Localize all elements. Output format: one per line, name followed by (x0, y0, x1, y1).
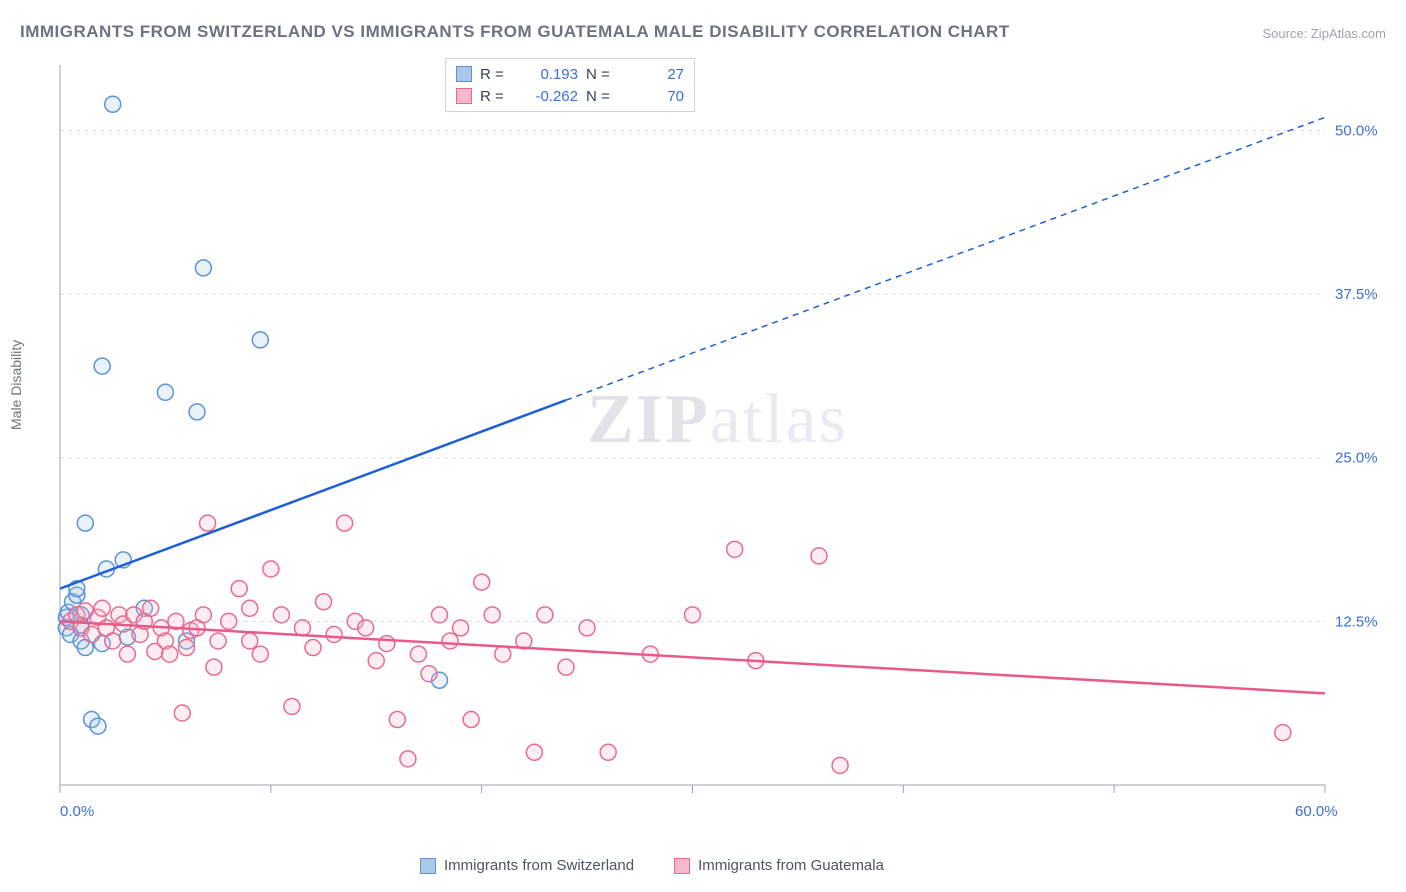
n-value-switzerland: 27 (624, 66, 684, 83)
x-axis-max-label: 60.0% (1295, 803, 1338, 820)
r-value-switzerland: 0.193 (518, 66, 578, 83)
source-prefix: Source: (1262, 26, 1310, 41)
plot-area: 12.5%25.0%37.5%50.0% ZIPatlas (50, 55, 1385, 815)
x-axis-min-label: 0.0% (60, 803, 94, 820)
legend-label-guatemala: Immigrants from Guatemala (698, 857, 884, 874)
legend-label-switzerland: Immigrants from Switzerland (444, 857, 634, 874)
chart-title: IMMIGRANTS FROM SWITZERLAND VS IMMIGRANT… (20, 22, 1010, 42)
n-value-guatemala: 70 (624, 88, 684, 105)
svg-text:25.0%: 25.0% (1335, 450, 1378, 467)
r-label: R = (480, 66, 510, 83)
svg-text:50.0%: 50.0% (1335, 122, 1378, 139)
svg-text:12.5%: 12.5% (1335, 613, 1378, 630)
source-link[interactable]: ZipAtlas.com (1311, 26, 1386, 41)
n-label: N = (586, 88, 616, 105)
r-label: R = (480, 88, 510, 105)
r-value-guatemala: -0.262 (518, 88, 578, 105)
swatch-guatemala (674, 858, 690, 874)
legend-item-switzerland: Immigrants from Switzerland (420, 857, 634, 874)
series-legend: Immigrants from Switzerland Immigrants f… (420, 857, 884, 874)
swatch-switzerland (456, 66, 472, 82)
legend-item-guatemala: Immigrants from Guatemala (674, 857, 884, 874)
swatch-switzerland (420, 858, 436, 874)
chart-container: IMMIGRANTS FROM SWITZERLAND VS IMMIGRANT… (0, 0, 1406, 892)
n-label: N = (586, 66, 616, 83)
svg-text:37.5%: 37.5% (1335, 286, 1378, 303)
y-axis-label: Male Disability (8, 340, 24, 430)
scatter-plot-svg: 12.5% 25.0% 37.5% 50.0% (50, 55, 1385, 815)
swatch-guatemala (456, 88, 472, 104)
source-attribution: Source: ZipAtlas.com (1262, 26, 1386, 41)
legend-row-switzerland: R = 0.193 N = 27 (456, 63, 684, 85)
correlation-legend: R = 0.193 N = 27 R = -0.262 N = 70 (445, 58, 695, 112)
legend-row-guatemala: R = -0.262 N = 70 (456, 85, 684, 107)
